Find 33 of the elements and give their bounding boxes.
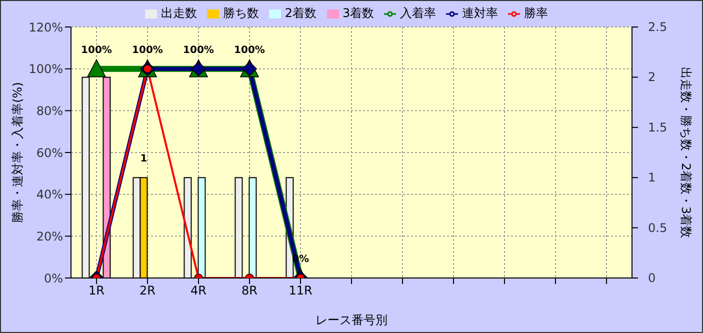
legend-label: 入着率 — [400, 6, 436, 20]
x-tick-label: 2R — [140, 284, 156, 298]
x-tick-label: 11R — [288, 284, 312, 298]
y2-tick-label: 0 — [648, 271, 656, 285]
legend-label: 出走数 — [160, 6, 197, 20]
data-label: 100% — [81, 44, 112, 56]
data-label: 100% — [132, 44, 163, 56]
legend-label: 勝率 — [524, 6, 548, 20]
x-tick-label: 1R — [88, 284, 104, 298]
y2-tick-label: 0.5 — [648, 220, 668, 235]
y-tick-label: 120% — [28, 20, 63, 34]
y2-tick-label: 1.5 — [648, 120, 668, 134]
y-tick-label: 60% — [36, 146, 63, 160]
data-label: 100% — [183, 44, 214, 56]
x-tick-label: 8R — [242, 284, 258, 298]
legend-label: 連対率 — [462, 6, 498, 20]
data-label: 100% — [234, 44, 265, 56]
y-tick-label: 20% — [36, 229, 63, 244]
y-tick-label: 0% — [44, 271, 63, 286]
y-tick-label: 40% — [36, 188, 63, 202]
y2-tick-label: 2.5 — [648, 20, 668, 34]
data-label: 1 — [140, 154, 148, 165]
y-tick-label: 100% — [28, 62, 63, 76]
legend-label: 勝ち数 — [222, 6, 259, 20]
y2-tick-label: 1 — [648, 170, 656, 185]
x-axis-title: レース番号別 — [316, 313, 388, 327]
x-tick-label: 4R — [190, 284, 206, 298]
y2-axis-title: 出走数・勝ち数・2着数・3着数 — [678, 66, 693, 238]
y-axis-title: 勝率・連対率・入着率(%) — [10, 82, 24, 223]
y2-tick-label: 2 — [648, 70, 656, 84]
legend-label: 3着数 — [342, 6, 374, 20]
y-tick-label: 80% — [36, 104, 63, 118]
legend-label: 2着数 — [284, 6, 316, 20]
